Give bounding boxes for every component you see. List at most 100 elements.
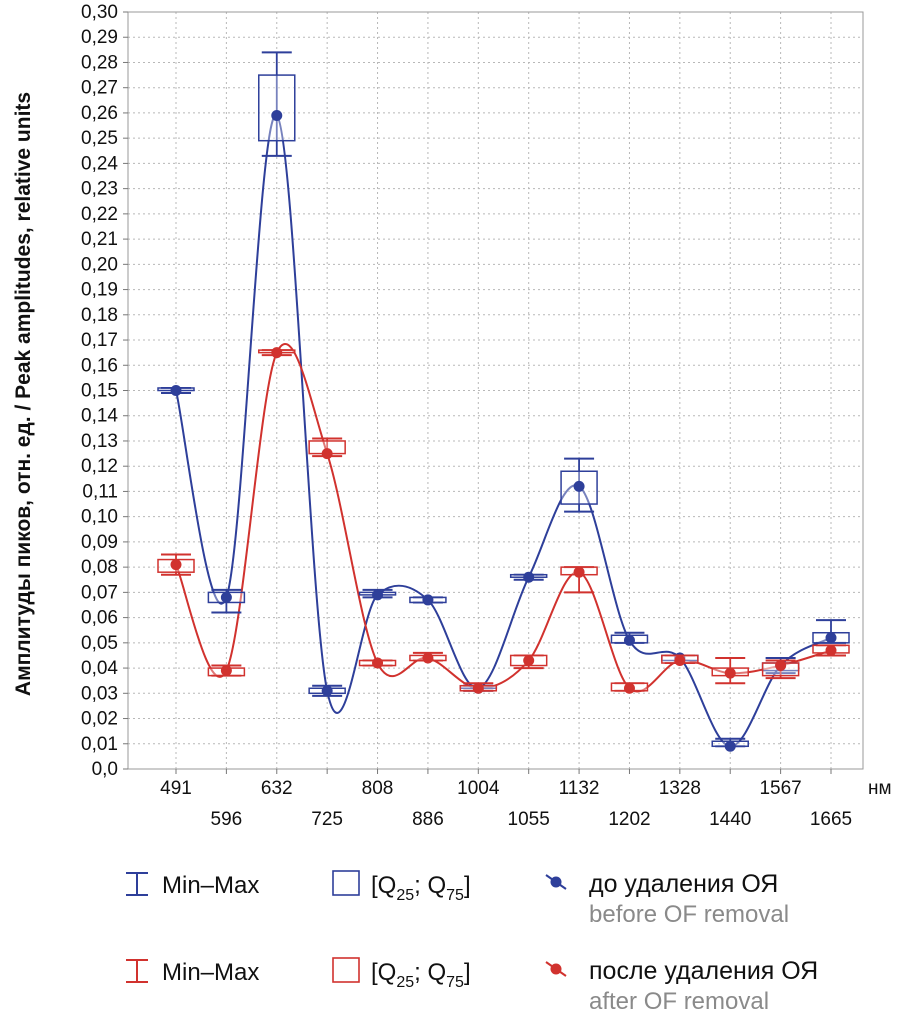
median-point	[170, 559, 182, 571]
x-axis-unit: нм / nm	[868, 778, 900, 799]
x-tick-label: 886	[412, 809, 444, 830]
x-tick-label: 1567	[759, 778, 801, 799]
y-tick-label: 0,08	[81, 557, 118, 578]
median-point	[422, 594, 434, 606]
median-point	[573, 480, 585, 492]
legend-point-label-ru: до удаления ОЯ	[589, 870, 778, 898]
series-1-curve	[175, 343, 832, 693]
series-0	[157, 51, 850, 752]
median-point	[724, 740, 736, 752]
x-tick-label: 632	[261, 778, 293, 799]
median-point	[472, 682, 484, 694]
y-tick-label: 0,12	[81, 456, 118, 477]
legend-minmax-label: Min–Max	[162, 872, 259, 899]
legend-quartile-label: [Q25; Q75]	[371, 959, 471, 991]
y-tick-label: 0,29	[81, 27, 118, 48]
x-tick-label: 1328	[659, 778, 701, 799]
quartile-box	[258, 74, 296, 142]
legend-point-label-en: after OF removal	[589, 988, 769, 1015]
median-point	[623, 682, 635, 694]
median-point	[825, 644, 837, 656]
legend-quartile-part: 75	[446, 974, 464, 991]
median-point	[573, 566, 585, 578]
grid	[128, 12, 863, 769]
legend-quartile-part: ]	[464, 872, 471, 899]
y-tick-label: 0,28	[81, 52, 118, 73]
legend-quartile-part: 25	[396, 887, 414, 904]
y-tick-label: 0,13	[81, 431, 118, 452]
legend-quartile-label: [Q25; Q75]	[371, 872, 471, 904]
y-tick-label: 0,02	[81, 709, 118, 730]
median-point	[523, 571, 535, 583]
series-0-curve	[175, 114, 832, 748]
y-tick-label: 0,18	[81, 305, 118, 326]
y-tick-label: 0,23	[81, 179, 118, 200]
legend-quartile-part: ]	[464, 959, 471, 986]
y-tick-label: 0,17	[81, 330, 118, 351]
median-point	[170, 385, 182, 396]
y-tick-label: 0,07	[81, 582, 118, 603]
y-tick-label: 0,24	[81, 153, 118, 174]
median-point	[422, 652, 434, 664]
x-tick-label: 596	[211, 809, 243, 830]
y-tick-label: 0,0	[92, 759, 118, 780]
y-tick-label: 0,11	[82, 481, 118, 502]
median-point	[372, 657, 384, 669]
legend-minmax-label: Min–Max	[162, 959, 259, 986]
legend-quartile-symbol	[332, 870, 360, 896]
y-tick-label: 0,21	[81, 229, 118, 250]
y-tick-label: 0,27	[81, 78, 118, 99]
x-tick-label: 808	[362, 778, 394, 799]
series-1	[157, 347, 850, 694]
legend-quartile-part: ; Q	[414, 872, 446, 899]
y-tick-label: 0,30	[81, 2, 118, 23]
y-tick-label: 0,06	[81, 608, 118, 629]
legend-quartile-part: 75	[446, 887, 464, 904]
median-point	[321, 448, 333, 460]
y-tick-label: 0,01	[81, 734, 118, 755]
median-point	[220, 591, 232, 603]
legend-point-symbol	[550, 876, 562, 888]
legend-quartile-part: 25	[396, 974, 414, 991]
median-point	[372, 589, 384, 601]
x-axis: 491 596 632 725 808 886 1004 1055 1132 1202 1328 14…	[160, 769, 852, 830]
y-axis: 0,0 0,01 0,02 0,03 0,04 0,05 0,06 0,07 0,08 0,09 0…	[81, 2, 128, 780]
legend-row-1: Min–Max [Q25; Q75] после удаления ОЯ after …	[126, 957, 818, 1015]
median-point	[724, 667, 736, 679]
legend-point-label-en: before OF removal	[589, 901, 789, 928]
x-tick-label: 1055	[508, 809, 550, 830]
x-tick-label: 1202	[608, 809, 650, 830]
x-tick-label: 1665	[810, 809, 852, 830]
x-tick-label: 491	[160, 778, 192, 799]
legend-quartile-part: ; Q	[414, 959, 446, 986]
median-point	[271, 347, 283, 359]
y-tick-label: 0,20	[81, 254, 118, 275]
median-point	[271, 109, 283, 121]
y-tick-label: 0,10	[81, 507, 118, 528]
y-tick-label: 0,26	[81, 103, 118, 124]
legend-quartile-symbol	[332, 957, 360, 983]
median-point	[321, 685, 333, 697]
y-tick-label: 0,22	[81, 204, 118, 225]
median-point	[623, 634, 635, 646]
legend-point-label-ru: после удаления ОЯ	[589, 957, 818, 985]
y-tick-label: 0,09	[81, 532, 118, 553]
svg-text:нм / nm: нм / nm	[868, 778, 900, 799]
x-tick-label: 1440	[709, 809, 751, 830]
legend-quartile-part: [Q	[371, 959, 396, 986]
x-unit-ru: нм	[868, 778, 892, 799]
y-tick-label: 0,16	[81, 355, 118, 376]
y-tick-label: 0,25	[81, 128, 118, 149]
median-point	[825, 632, 837, 644]
legend-point-symbol	[550, 963, 562, 975]
x-tick-label: 725	[311, 809, 343, 830]
legend-quartile-part: [Q	[371, 872, 396, 899]
median-point	[775, 660, 787, 672]
series	[157, 51, 850, 752]
y-tick-label: 0,15	[81, 381, 118, 402]
y-tick-label: 0,04	[81, 658, 118, 679]
median-point	[674, 654, 686, 666]
y-tick-label: 0,14	[81, 406, 118, 427]
